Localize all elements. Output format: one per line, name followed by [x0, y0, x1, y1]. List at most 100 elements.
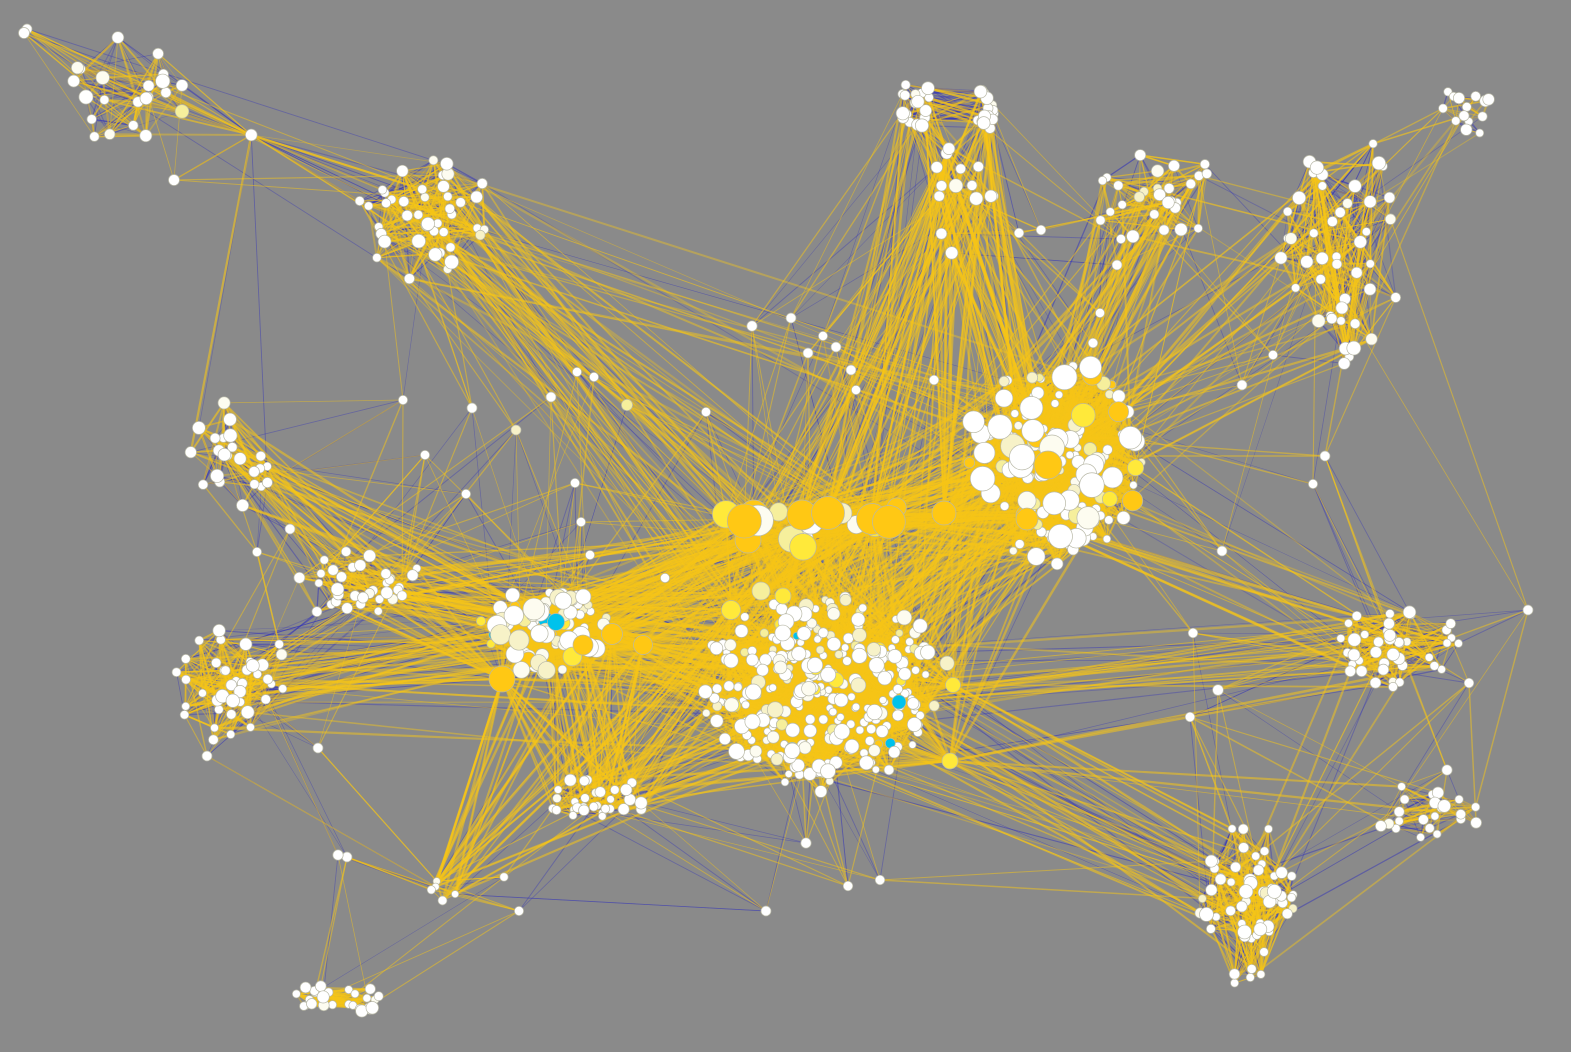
- left-mid-chain-cluster-node[interactable]: [374, 594, 385, 604]
- bottom-right-cluster-node[interactable]: [1199, 907, 1214, 922]
- left-lower-cluster-node[interactable]: [212, 624, 226, 638]
- left-mid-upper-cluster-node[interactable]: [248, 466, 260, 478]
- far-top-right-cluster-node[interactable]: [1453, 92, 1465, 105]
- bottom-left-isolated-cluster-node[interactable]: [299, 981, 312, 994]
- right-center-cluster-node[interactable]: [1116, 510, 1131, 525]
- central-core-cluster-node[interactable]: [728, 743, 745, 760]
- top-center-stem-nodes-node[interactable]: [955, 163, 967, 175]
- upper-left-mid-cluster-node[interactable]: [475, 229, 486, 241]
- right-center-cluster-node[interactable]: [1079, 355, 1102, 379]
- satellite-node[interactable]: [800, 837, 812, 849]
- central-core-cluster-node[interactable]: [723, 653, 739, 669]
- upper-left-mid-cluster-node[interactable]: [476, 178, 488, 190]
- right-top-tall-cluster-node[interactable]: [1315, 251, 1329, 265]
- right-center-cluster-node[interactable]: [1054, 390, 1064, 399]
- central-core-cluster-node[interactable]: [921, 670, 930, 679]
- upper-left-mid-cluster-node[interactable]: [377, 234, 392, 249]
- top-left-cluster-node[interactable]: [104, 128, 116, 140]
- central-core-cluster-node[interactable]: [803, 723, 817, 738]
- bottom-right-small-cluster-node[interactable]: [1430, 811, 1440, 821]
- hub-node[interactable]: [572, 634, 594, 656]
- hub-node[interactable]: [1015, 507, 1039, 531]
- top-center-bipartite-left-node[interactable]: [899, 90, 911, 101]
- left-lower-cluster-node[interactable]: [225, 693, 240, 708]
- upper-right-small-cluster-node[interactable]: [1199, 159, 1210, 170]
- left-mid-chain-cluster-node[interactable]: [330, 582, 345, 596]
- central-core-cluster-node[interactable]: [817, 627, 829, 638]
- right-center-cluster-node[interactable]: [1076, 506, 1100, 530]
- right-center-cluster-node[interactable]: [1026, 547, 1046, 566]
- bottom-left-isolated-cluster-node[interactable]: [350, 989, 360, 999]
- satellite-node[interactable]: [1013, 227, 1025, 239]
- central-core-cluster-node[interactable]: [834, 650, 844, 659]
- right-mid-cluster-node[interactable]: [1383, 617, 1395, 630]
- bottom-center-bipartite-cluster-node[interactable]: [578, 775, 590, 787]
- bottom-right-cluster-node[interactable]: [1251, 851, 1261, 861]
- central-core-cluster-node[interactable]: [774, 624, 792, 642]
- left-lower-cluster-node[interactable]: [226, 729, 236, 739]
- central-core-cluster-node[interactable]: [898, 667, 912, 681]
- upper-right-small-cluster-node[interactable]: [1161, 196, 1175, 209]
- satellite-node[interactable]: [1216, 545, 1228, 557]
- right-top-tall-cluster-node[interactable]: [1368, 139, 1378, 149]
- left-mid-upper-cluster-node[interactable]: [223, 428, 238, 443]
- left-lower-cluster-node[interactable]: [278, 684, 288, 694]
- central-core-cluster-node[interactable]: [828, 707, 838, 717]
- central-core-cluster-node[interactable]: [791, 758, 805, 773]
- right-mid-cluster-node[interactable]: [1445, 618, 1456, 629]
- central-core-cluster-node[interactable]: [806, 657, 824, 674]
- upper-right-small-cluster-node[interactable]: [1193, 223, 1203, 234]
- far-top-right-cluster-node[interactable]: [1482, 93, 1495, 106]
- bottom-right-small-cluster-node[interactable]: [1432, 829, 1442, 839]
- bottom-right-cluster-node[interactable]: [1235, 900, 1248, 913]
- central-core-cluster-node[interactable]: [820, 666, 837, 683]
- right-center-cluster-node[interactable]: [962, 410, 985, 434]
- right-top-tall-cluster-node[interactable]: [1350, 266, 1363, 279]
- central-core-cluster-node[interactable]: [759, 628, 769, 638]
- right-top-tall-cluster-node[interactable]: [1315, 274, 1326, 285]
- central-core-cluster-node[interactable]: [744, 713, 761, 730]
- bottom-right-cluster-node[interactable]: [1238, 884, 1254, 899]
- right-mid-cluster-node[interactable]: [1347, 632, 1362, 647]
- bottom-right-small-cluster-node[interactable]: [1397, 782, 1406, 791]
- left-center-yellow-cluster-node[interactable]: [476, 616, 486, 627]
- satellite-node[interactable]: [701, 407, 711, 417]
- upper-right-small-cluster-node[interactable]: [1113, 180, 1124, 191]
- hub-node[interactable]: [891, 694, 907, 710]
- central-core-cluster-node[interactable]: [842, 632, 854, 644]
- central-core-cluster-node[interactable]: [877, 670, 892, 686]
- bottom-left-isolated-cluster-node[interactable]: [344, 985, 354, 995]
- bottom-center-bipartite-cluster-node[interactable]: [634, 796, 648, 810]
- bottom-center-bipartite-cluster-node[interactable]: [568, 811, 578, 820]
- right-top-tall-cluster-node[interactable]: [1300, 255, 1314, 269]
- central-core-cluster-node[interactable]: [906, 717, 922, 732]
- bottom-right-small-cluster-node[interactable]: [1393, 806, 1405, 818]
- central-core-cluster-node[interactable]: [887, 649, 903, 664]
- bottom-left-isolated-cluster-node[interactable]: [365, 1001, 379, 1015]
- left-mid-chain-cluster-node[interactable]: [363, 549, 377, 563]
- top-center-stem-nodes-node[interactable]: [969, 191, 984, 206]
- upper-left-mid-cluster-node[interactable]: [470, 190, 483, 204]
- bottom-center-bipartite-cluster-node[interactable]: [553, 785, 563, 794]
- upper-right-small-cluster-node[interactable]: [1153, 188, 1166, 202]
- central-core-cluster-node[interactable]: [928, 700, 940, 712]
- satellite-node[interactable]: [589, 372, 599, 382]
- central-core-cluster-node[interactable]: [915, 710, 925, 720]
- bottom-right-small-cluster-node[interactable]: [1375, 820, 1387, 832]
- central-core-cluster-node[interactable]: [852, 627, 867, 643]
- central-core-cluster-node[interactable]: [806, 617, 818, 629]
- right-mid-cluster-node[interactable]: [1344, 665, 1357, 677]
- upper-right-small-cluster-node[interactable]: [1095, 215, 1106, 226]
- left-lower-cluster-node[interactable]: [225, 679, 238, 691]
- right-mid-cluster-node[interactable]: [1377, 663, 1390, 676]
- upper-right-small-cluster-node[interactable]: [1133, 191, 1145, 203]
- right-mid-cluster-node[interactable]: [1442, 638, 1452, 648]
- bottom-right-cluster-node[interactable]: [1286, 871, 1297, 881]
- bottom-right-cluster-node[interactable]: [1230, 978, 1240, 988]
- satellite-node[interactable]: [1212, 684, 1224, 696]
- bottom-right-cluster-node[interactable]: [1245, 972, 1255, 982]
- left-lower-cluster-node[interactable]: [240, 705, 255, 720]
- bottom-left-isolated-cluster-node[interactable]: [316, 990, 330, 1004]
- satellite-node[interactable]: [851, 385, 861, 395]
